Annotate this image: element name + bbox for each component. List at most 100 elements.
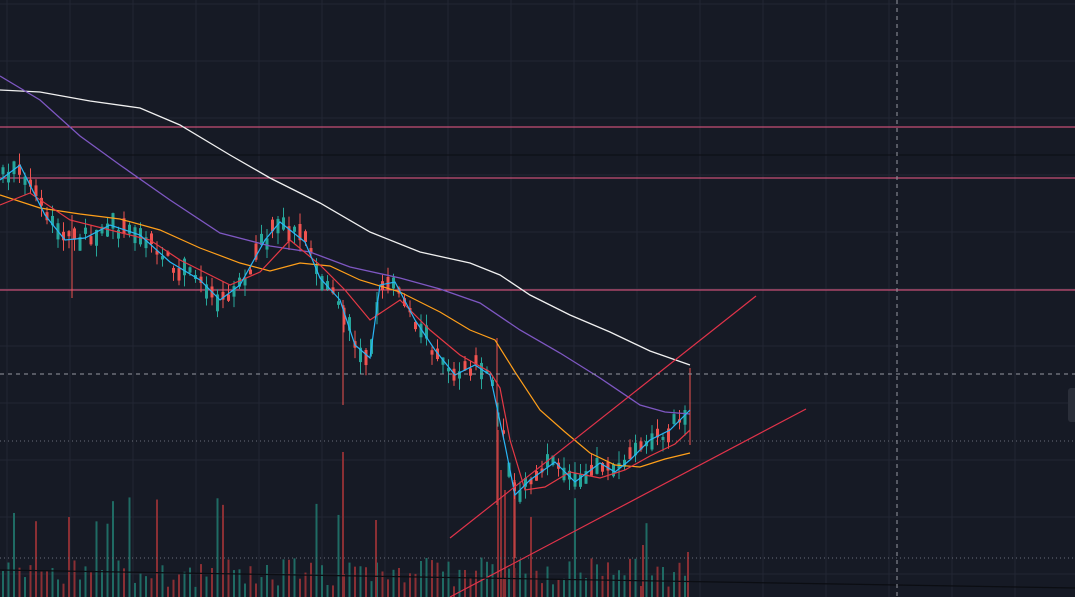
candle-body [172,267,175,273]
candle-body [650,433,654,450]
candle-body [623,459,626,467]
candle-body [144,237,148,249]
trendlines [0,295,1075,597]
volume-bar [673,572,675,597]
volume-bar [205,576,208,597]
volume-bar [73,560,76,597]
candle-body [95,229,98,246]
volume-bar [513,480,515,597]
candle-body [634,442,637,456]
volume-bar [249,566,252,597]
volume-bar [211,568,213,597]
volume-bar [500,470,502,597]
volume-bar [431,560,433,597]
volume-bar [68,517,70,597]
candle-body [155,250,159,255]
volume-bar [62,583,65,597]
volume-bar [128,497,131,597]
volume-bar [662,567,664,597]
candle-body [331,287,335,294]
candle-body [111,213,115,229]
candle-body [177,268,181,281]
volume-bar [13,512,15,597]
candle-body [458,371,461,379]
candle-body [298,223,302,241]
volume-bar [90,572,92,597]
volume-bar [266,564,268,597]
candle-body [73,228,76,240]
volume-bar [271,579,274,597]
ema-fast-line [0,164,691,497]
candle-body [414,321,417,330]
candle-body [480,362,483,380]
candle-body [518,490,522,502]
trendline [449,408,807,597]
candle-body [337,301,340,305]
candle-body [364,349,368,366]
candle-body [672,414,676,424]
volume-bar [365,567,367,597]
volume-bar [95,521,98,597]
volume-bar [370,581,373,597]
candle-body [485,369,489,374]
volume-bar [563,578,565,597]
candle-body [293,226,296,232]
price-scale-handle[interactable] [1068,388,1075,422]
candle-body [606,461,610,471]
candle-body [381,281,384,290]
trendline [449,295,757,539]
candle-body [656,428,659,438]
volume-bar [398,567,400,597]
volume-bar [332,585,334,597]
volume-bar [645,523,648,597]
volume-bar [156,499,158,597]
volume-bar [337,514,340,597]
volume-bar [310,562,312,597]
candle-body [326,281,329,290]
candle-body [150,233,153,245]
volume-bar [651,575,653,597]
ema-200-line [0,89,691,366]
candle-body [562,467,566,481]
volume-bar [18,567,21,597]
candle-body [430,350,434,355]
volume-bar [227,559,230,597]
volume-bar [387,579,389,597]
candle-body [540,468,544,473]
candle-body [7,171,10,183]
candle-body [507,462,511,477]
volume-bar [7,562,10,597]
volume-bar [601,575,604,597]
volume-bar [557,579,560,597]
volume-bar [233,570,235,597]
candle-body [78,237,82,251]
candle-body [29,179,32,187]
volume-bar [244,583,246,597]
candle-body [67,231,71,237]
candle-body [491,379,494,387]
volume-bar [634,558,637,597]
candle-body [183,258,186,276]
candle-body [639,441,643,450]
volume-bar [480,557,483,597]
candle-body [84,227,87,234]
moving-averages [0,75,691,497]
candle-body [216,294,219,312]
volume-bar [414,573,417,597]
volume-bar [348,562,351,597]
volume-bar [255,583,257,597]
volume-bar [40,571,43,597]
candle-body [117,229,120,239]
volume-bar [326,585,329,597]
volume-bar [2,571,4,597]
candle-body [502,430,505,434]
candle-body [590,464,593,476]
volume-bar [623,575,626,597]
candle-body [205,284,208,299]
volume-bar [458,569,461,597]
volume-bar [112,501,114,597]
candle-body [579,474,582,487]
candle-body [568,470,571,480]
